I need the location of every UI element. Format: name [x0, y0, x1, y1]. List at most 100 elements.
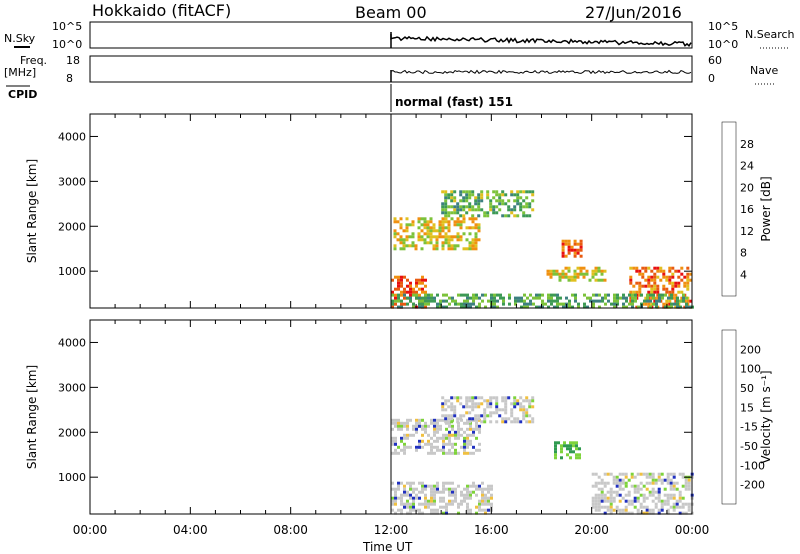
echo-cell — [622, 296, 625, 300]
echo-cell — [531, 417, 535, 421]
echo-cell — [426, 223, 430, 227]
echo-cell — [663, 493, 667, 497]
echo-cell — [469, 302, 472, 306]
echo-cell — [677, 275, 681, 279]
echo-cell — [642, 499, 646, 503]
echo-cell — [462, 199, 466, 203]
echo-cell — [510, 208, 514, 212]
echo-cell — [547, 296, 550, 300]
echo-cell — [421, 439, 424, 443]
echo-cell — [484, 496, 487, 500]
echo-cell — [439, 424, 442, 428]
echo-cell — [462, 205, 466, 209]
echo-cell — [409, 418, 412, 422]
echo-cell — [478, 499, 481, 503]
echo-cell — [451, 502, 454, 506]
echo-cell — [502, 299, 505, 303]
echo-cell — [567, 242, 571, 246]
echo-cell — [567, 239, 571, 243]
echo-cell — [450, 396, 454, 400]
echo-cell — [578, 447, 581, 451]
echo-cell — [528, 414, 532, 418]
echo-cell — [575, 447, 578, 451]
echo-cell — [442, 445, 445, 449]
echo-cell — [631, 293, 634, 297]
echo-cell — [677, 269, 681, 273]
echo-cell — [660, 508, 664, 512]
echo-cell — [619, 296, 622, 300]
echo-cell — [409, 505, 412, 509]
echo-cell — [597, 508, 601, 512]
echo-cell — [656, 284, 660, 288]
echo-cell — [475, 493, 478, 497]
echo-cell — [397, 287, 400, 291]
echo-cell — [478, 502, 481, 506]
echo-cell — [468, 399, 472, 403]
colorbar-tick-label: 16 — [740, 203, 754, 216]
echo-cell — [563, 441, 566, 445]
echo-cell — [559, 296, 562, 300]
echo-cell — [501, 420, 505, 424]
echo-cell — [495, 199, 499, 203]
echo-cell — [621, 478, 625, 482]
echo-cell — [466, 490, 469, 494]
echo-cell — [468, 232, 472, 236]
echo-cell — [528, 190, 532, 194]
echo-cell — [495, 193, 499, 197]
echo-cell — [400, 421, 403, 425]
echo-cell — [397, 418, 400, 422]
echo-cell — [559, 302, 562, 306]
echo-cell — [397, 445, 400, 449]
echo-cell — [418, 299, 421, 303]
echo-cell — [613, 293, 616, 297]
echo-cell — [418, 508, 421, 512]
echo-cell — [568, 299, 571, 303]
echo-cell — [403, 433, 406, 437]
echo-cell — [648, 508, 652, 512]
echo-cell — [632, 266, 636, 270]
echo-cell — [465, 405, 469, 409]
echo-cell — [575, 444, 578, 448]
echo-cell — [406, 436, 409, 440]
echo-cell — [465, 205, 469, 209]
echo-cell — [567, 251, 571, 255]
echo-cell — [490, 293, 493, 297]
echo-cell — [594, 505, 598, 509]
echo-cell — [448, 430, 451, 434]
echo-cell — [426, 241, 430, 245]
echo-cell — [668, 302, 672, 306]
echo-cell — [403, 490, 406, 494]
echo-cell — [664, 293, 667, 297]
echo-cell — [454, 490, 457, 494]
echo-cell — [444, 208, 448, 212]
echo-cell — [436, 302, 439, 306]
echo-cell — [478, 296, 481, 300]
echo-cell — [436, 424, 439, 428]
echo-cell — [570, 245, 574, 249]
echo-cell — [513, 199, 517, 203]
echo-cell — [528, 205, 532, 209]
echo-cell — [676, 305, 679, 309]
echo-cell — [448, 424, 451, 428]
echo-cell — [417, 226, 421, 230]
echo-cell — [573, 275, 577, 279]
echo-cell — [600, 272, 604, 276]
echo-cell — [517, 299, 520, 303]
echo-cell — [629, 299, 633, 303]
echo-cell — [564, 272, 568, 276]
echo-cell — [550, 293, 553, 297]
echo-cell — [520, 299, 523, 303]
echo-cell — [441, 396, 445, 400]
freq-panel: Freq. [MHz] 18 8 60 0 Nave — [4, 54, 778, 85]
echo-cell — [400, 284, 403, 288]
echo-cell — [418, 481, 421, 485]
echo-cell — [391, 436, 394, 440]
echo-cell — [420, 238, 424, 242]
echo-cell — [477, 414, 481, 418]
echo-cell — [468, 190, 472, 194]
echo-cell — [477, 405, 481, 409]
echo-cell — [681, 505, 685, 509]
echo-cell — [655, 302, 658, 306]
echo-cell — [560, 444, 563, 448]
echo-cell — [672, 496, 676, 500]
